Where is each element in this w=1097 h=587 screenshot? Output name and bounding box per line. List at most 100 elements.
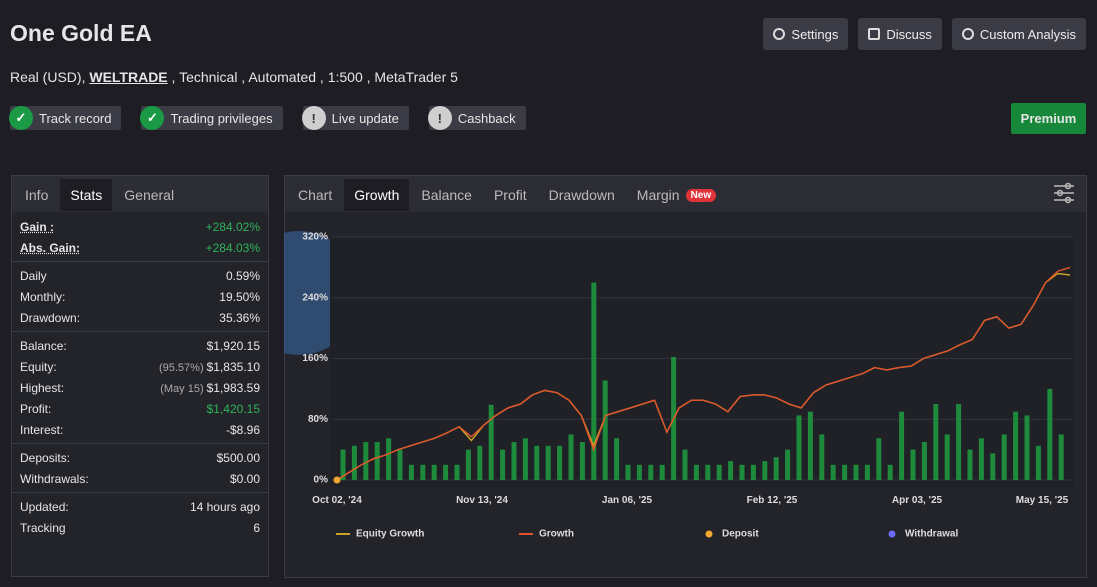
tab[interactable]: Stats bbox=[60, 179, 113, 211]
stat-row: Balance: $1,920.15 bbox=[12, 335, 268, 356]
tab[interactable]: Drawdown bbox=[538, 179, 625, 211]
badge-label: Trading privileges bbox=[170, 110, 273, 126]
stat-number: -$8.96 bbox=[225, 422, 260, 437]
stat-number: $1,835.10 bbox=[206, 359, 260, 374]
stat-label: Gain : bbox=[20, 219, 55, 234]
tab[interactable]: Chart bbox=[288, 179, 343, 211]
stat-label: Highest: bbox=[20, 380, 65, 395]
badge: ! Cashback bbox=[427, 106, 526, 130]
line bbox=[336, 266, 1071, 481]
stat-row: Withdrawals: $0.00 bbox=[12, 468, 268, 489]
bar bbox=[386, 438, 392, 480]
tab-label: Chart bbox=[298, 187, 333, 203]
stat-value: (May 15) $1,983.59 bbox=[160, 381, 260, 395]
bar bbox=[842, 464, 848, 480]
bar bbox=[728, 461, 734, 480]
tab[interactable]: General bbox=[114, 179, 185, 211]
button[interactable]: Custom Analysis bbox=[951, 18, 1086, 50]
tab[interactable]: Profit bbox=[483, 179, 537, 211]
stat-value: $1,920.15 bbox=[207, 339, 260, 353]
badge-label: Live update bbox=[331, 110, 399, 126]
bar bbox=[659, 464, 665, 480]
tab[interactable]: Margin New bbox=[626, 179, 727, 211]
badge-label: Track record bbox=[39, 110, 112, 126]
bar bbox=[1058, 434, 1064, 480]
stat-value: 19.50% bbox=[219, 290, 260, 304]
button-label: Settings bbox=[791, 26, 839, 42]
bar bbox=[625, 464, 631, 480]
legend-swatch bbox=[705, 530, 713, 538]
button-label: Custom Analysis bbox=[979, 26, 1076, 42]
separator bbox=[12, 492, 268, 493]
tab[interactable]: Growth bbox=[344, 179, 410, 211]
tab-label: Margin bbox=[636, 187, 680, 203]
status-icon: ✓ bbox=[140, 106, 165, 130]
stat-number: 0.59% bbox=[225, 268, 260, 283]
stat-number: 19.50% bbox=[219, 289, 260, 304]
stat-row: Interest: -$8.96 bbox=[12, 419, 268, 440]
filter-icon[interactable] bbox=[1054, 182, 1074, 204]
bar bbox=[785, 449, 791, 480]
stat-value: $0.00 bbox=[230, 472, 260, 486]
x-tick-label: Jan 06, '25 bbox=[602, 495, 653, 506]
separator bbox=[12, 443, 268, 444]
bar bbox=[374, 442, 380, 480]
separator bbox=[12, 261, 268, 262]
stat-value: $1,420.15 bbox=[207, 402, 260, 416]
button[interactable]: Settings bbox=[763, 18, 849, 50]
tabs: Chart Growth Balance Profit Drawdown Margin Ne… bbox=[285, 176, 1086, 212]
tab-label: Profit bbox=[493, 187, 527, 203]
bar bbox=[716, 464, 722, 480]
x-tick-label: May 15, '25 bbox=[1016, 495, 1069, 506]
bar bbox=[591, 282, 597, 480]
bar bbox=[557, 445, 563, 480]
stat-label: Profit: bbox=[20, 401, 52, 416]
stat-row: Abs. Gain: +284.03% bbox=[12, 237, 268, 258]
y-tick-label: 320% bbox=[302, 232, 328, 243]
bar bbox=[762, 461, 768, 480]
badge-label: Cashback bbox=[457, 110, 516, 126]
bar bbox=[796, 415, 802, 480]
bar bbox=[636, 464, 642, 480]
x-tick-label: Feb 12, '25 bbox=[747, 495, 798, 506]
button-label: Discuss bbox=[886, 26, 932, 42]
bar bbox=[340, 449, 346, 480]
bar bbox=[477, 445, 483, 480]
stat-label: Balance: bbox=[20, 338, 67, 353]
bar bbox=[1001, 434, 1007, 480]
legend-label: Equity Growth bbox=[356, 529, 424, 540]
stat-number: $500.00 bbox=[216, 450, 260, 465]
bar bbox=[750, 464, 756, 480]
stat-label: Deposits: bbox=[20, 450, 71, 465]
deposit-marker bbox=[333, 476, 341, 484]
title: One Gold EA bbox=[10, 20, 152, 46]
badge: ! Live update bbox=[301, 106, 409, 130]
tab-label: Growth bbox=[354, 187, 400, 203]
legend-label: Withdrawal bbox=[905, 529, 958, 540]
bar bbox=[534, 445, 540, 480]
bar bbox=[956, 404, 962, 480]
bar bbox=[1013, 411, 1019, 480]
badge: ✓ Track record bbox=[9, 106, 122, 130]
bar bbox=[488, 404, 494, 480]
x-tick-label: Oct 02, '24 bbox=[312, 495, 362, 506]
premium-button[interactable]: Premium bbox=[1011, 103, 1086, 134]
stat-row: Daily 0.59% bbox=[12, 265, 268, 286]
stat-number: +284.02% bbox=[205, 219, 260, 234]
bar bbox=[443, 464, 449, 480]
stat-value: (95.57%) $1,835.10 bbox=[159, 360, 260, 374]
tab[interactable]: Balance bbox=[411, 179, 482, 211]
stats-panel: Info Stats General Gain : +284.02% Abs. Gain… bbox=[11, 175, 269, 577]
stat-row: Tracking 6 bbox=[12, 517, 268, 538]
bar bbox=[465, 449, 471, 480]
button[interactable]: Discuss bbox=[858, 18, 942, 50]
stat-label: Drawdown: bbox=[20, 310, 81, 325]
stat-number: +284.03% bbox=[205, 240, 260, 255]
stats: Gain : +284.02% Abs. Gain: +284.03% Daily 0.5… bbox=[12, 212, 268, 538]
legend-label: Deposit bbox=[722, 529, 759, 540]
bar bbox=[853, 464, 859, 480]
stat-row: Gain : +284.02% bbox=[12, 216, 268, 237]
broker-link[interactable]: WELTRADE bbox=[89, 69, 168, 85]
bar bbox=[648, 464, 654, 480]
tab[interactable]: Info bbox=[15, 179, 59, 211]
